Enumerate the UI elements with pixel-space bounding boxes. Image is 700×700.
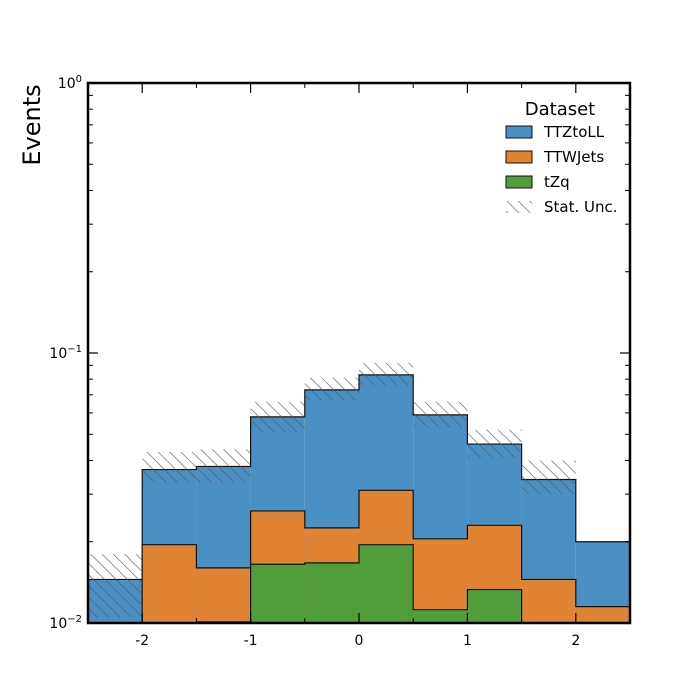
stat-unc-band-1 [142,451,197,484]
stat-unc-band-8 [521,460,576,495]
stat-unc-band-3 [250,401,305,432]
legend-swatch-stat-unc [506,201,532,213]
bar-ttwjets-6 [413,538,468,623]
stat-unc-band-0 [88,554,143,618]
x-tick-label-2: 0 [355,633,364,649]
bar-tzq-7 [467,589,522,623]
x-tick-label-1: -1 [244,633,258,649]
y-tick-label-1: 10−1 [49,344,82,362]
legend-swatch-ttztoll [505,125,533,139]
legend: Dataset TTZtoLL TTWJets tZq Stat. Unc. [505,99,618,216]
stat-unc-band-4 [304,377,359,400]
legend-label-tzq: tZq [544,173,570,191]
stat-unc-band-6 [413,401,468,428]
legend-title: Dataset [525,99,596,120]
bar-ttwjets-2 [196,567,251,623]
legend-label-stat-unc: Stat. Unc. [544,198,618,216]
stat-unc-band-5 [359,362,414,386]
x-tick-label-0: -2 [135,633,149,649]
stat-unc-band-7 [467,429,522,458]
bar-tzq-5 [359,544,414,623]
legend-label-ttztoll: TTZtoLL [543,123,605,141]
y-tick-label-0: 10−2 [49,614,82,632]
y-tick-label-2: 100 [58,74,82,92]
legend-swatch-ttwjets [505,150,533,164]
bar-ttwjets-8 [521,579,576,623]
y-axis-title: Events [18,84,46,165]
x-tick-label-4: 2 [571,633,580,649]
x-tick-label-3: 1 [463,633,472,649]
stat-unc-band-2 [196,449,251,484]
bar-tzq-3 [250,564,305,623]
step-outline-ttwjets [141,489,630,623]
bar-tzq-4 [304,562,359,623]
bar-ttwjets-9 [575,606,630,623]
bar-tzq-6 [413,609,468,623]
legend-swatch-tzq [505,175,533,189]
bar-ttwjets-1 [142,544,197,623]
legend-label-ttwjets: TTWJets [543,148,604,166]
